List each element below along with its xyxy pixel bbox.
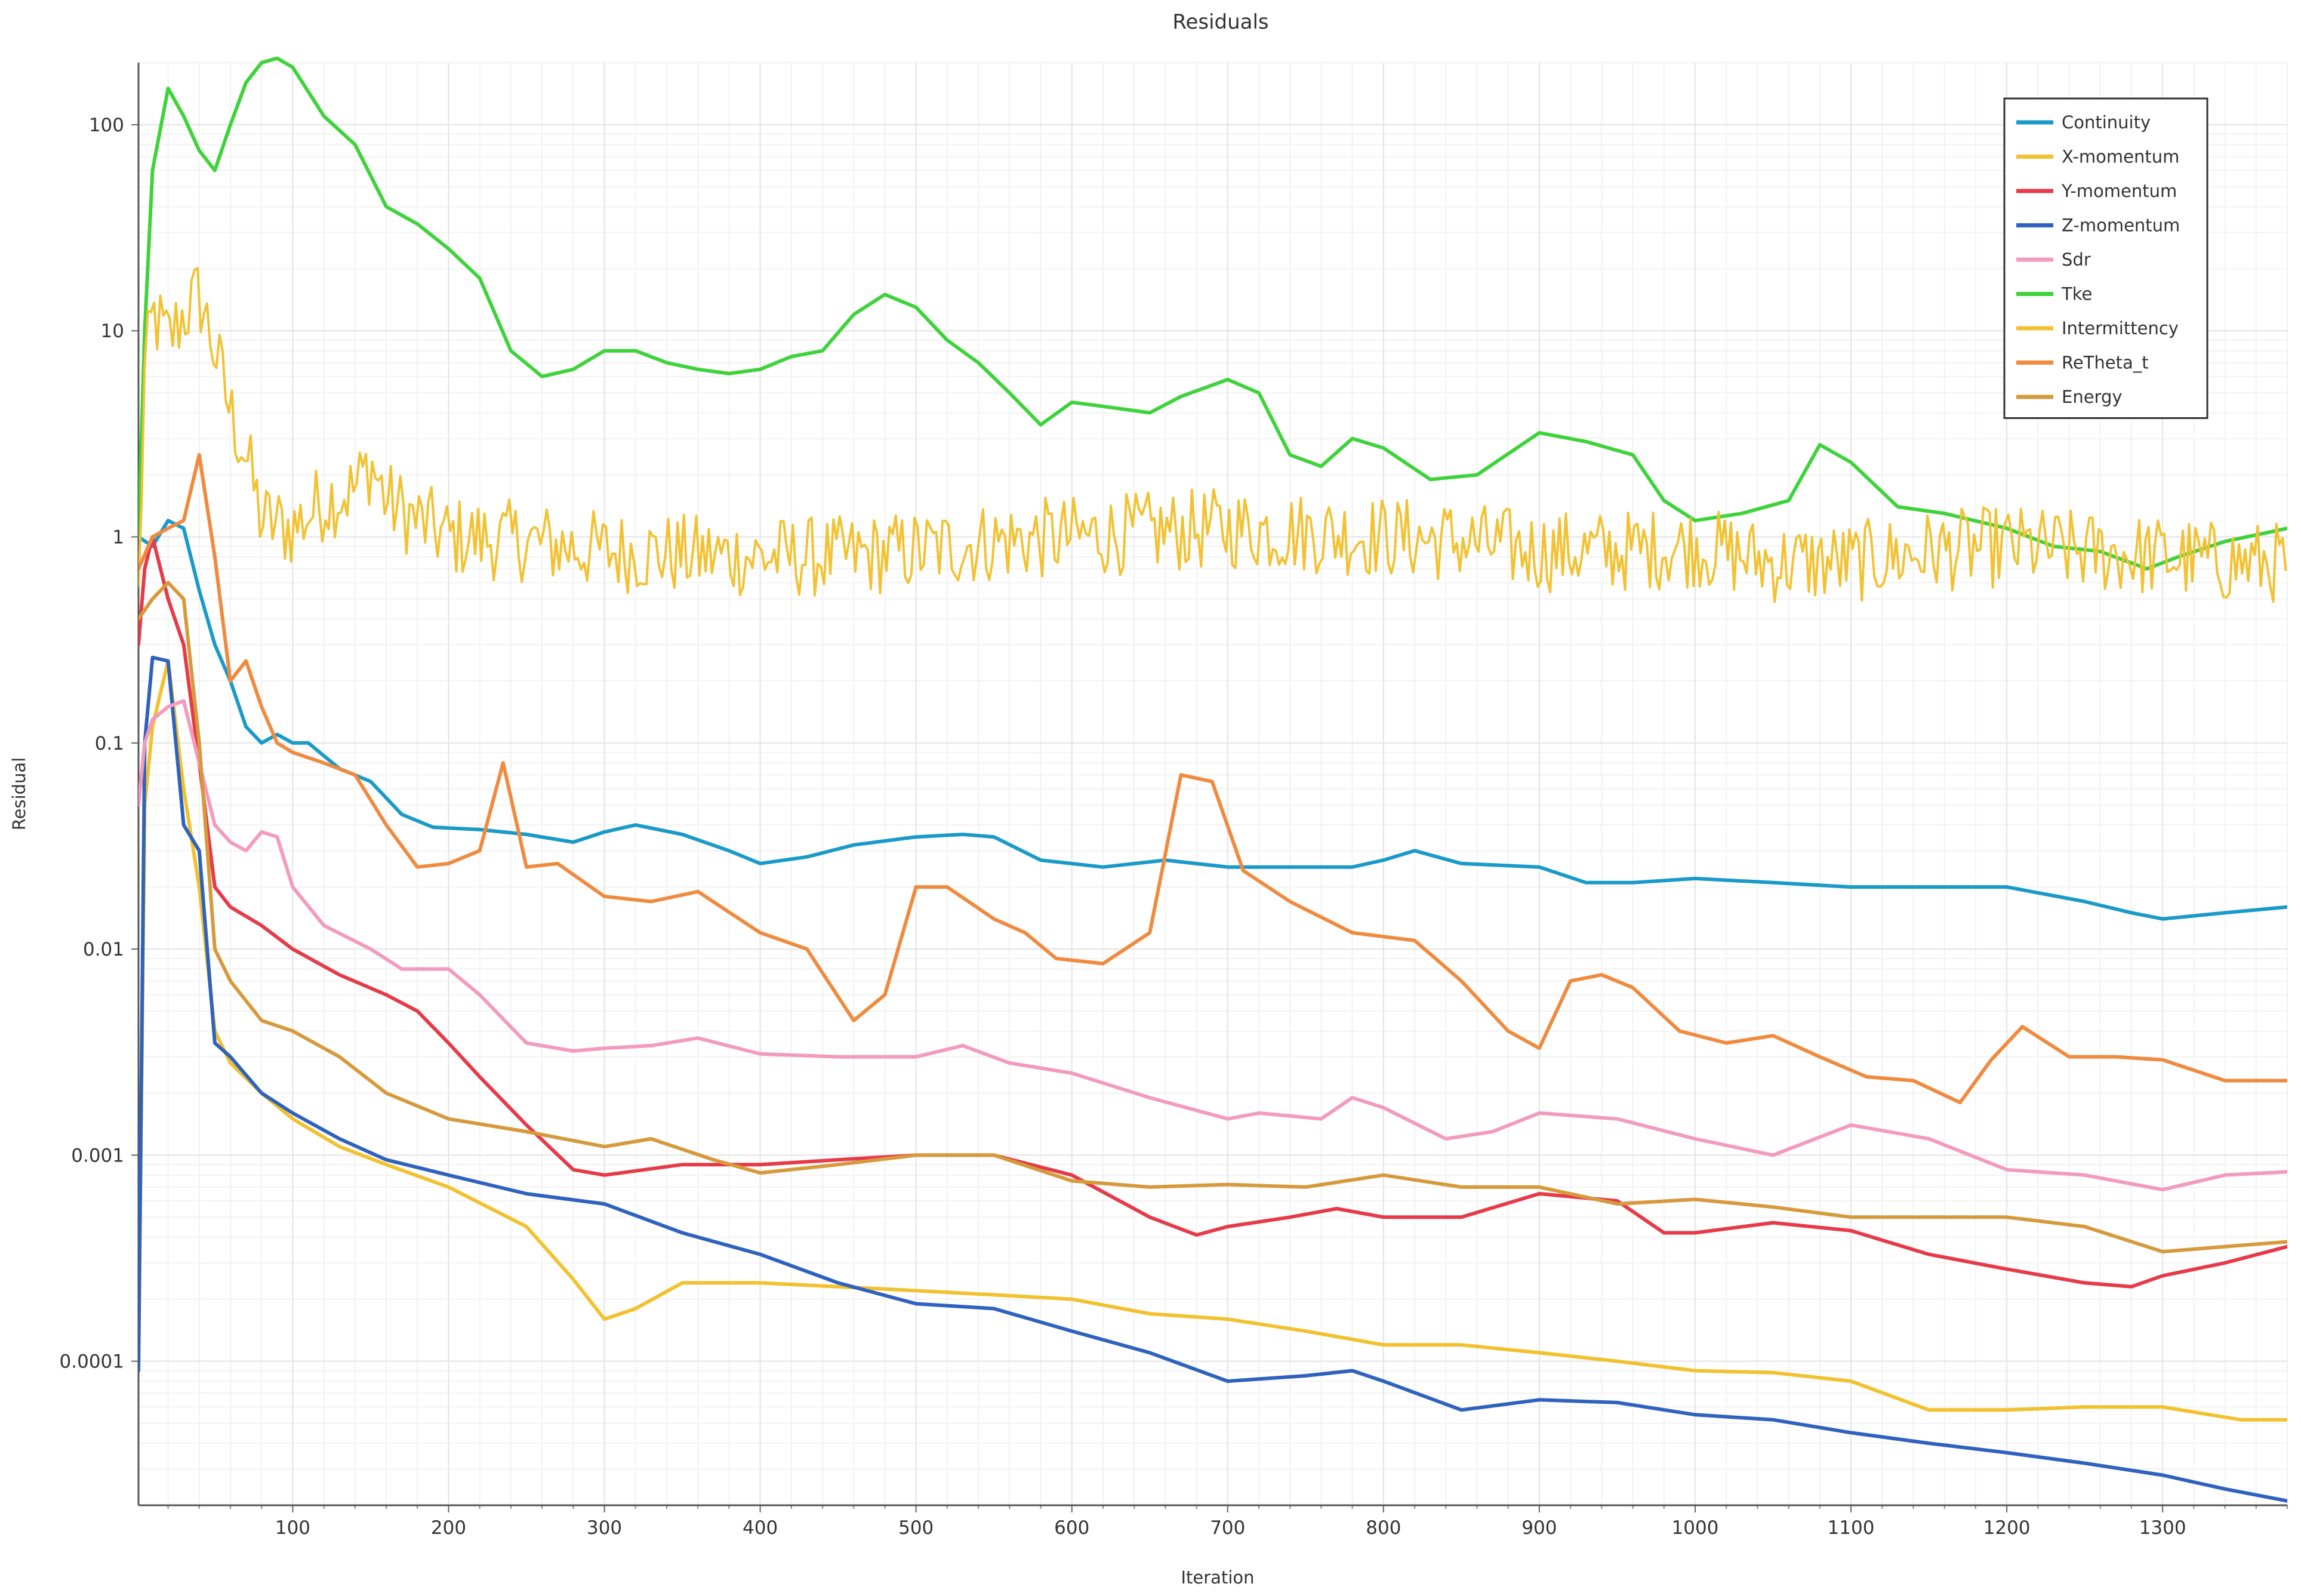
chart-title: Residuals — [1172, 10, 1268, 34]
x-tick-label: 400 — [743, 1517, 778, 1539]
x-tick-label: 600 — [1054, 1517, 1089, 1539]
series-line-z-momentum — [138, 655, 2287, 1503]
x-tick-label: 200 — [431, 1517, 466, 1539]
y-tick-label: 100 — [89, 115, 124, 136]
series-line-energy — [138, 581, 2287, 1254]
x-tick-label: 100 — [275, 1517, 310, 1539]
legend-label: Continuity — [2062, 112, 2151, 133]
x-tick-label: 300 — [587, 1517, 622, 1539]
legend-label: Energy — [2062, 387, 2123, 407]
legend-label: X-momentum — [2062, 147, 2179, 167]
y-tick-label: 0.1 — [95, 733, 124, 754]
x-tick-label: 700 — [1210, 1517, 1245, 1539]
x-tick-label: 1000 — [1672, 1517, 1719, 1539]
y-tick-label: 0.0001 — [60, 1351, 124, 1373]
series-line-sdr — [138, 699, 2287, 1192]
series-line-intermittency — [138, 267, 2287, 603]
series-layer — [138, 56, 2287, 1503]
x-tick-label: 800 — [1366, 1517, 1401, 1539]
chart-legend: Continuity X-momentum Y-momentum Z-momentum… — [2003, 97, 2208, 419]
series-line-retheta-t — [138, 453, 2287, 1105]
y-tick-label: 10 — [101, 321, 124, 342]
legend-label: Sdr — [2062, 249, 2091, 270]
x-tick-label: 1100 — [1828, 1517, 1875, 1539]
x-tick-label: 900 — [1521, 1517, 1557, 1539]
legend-label: Z-momentum — [2062, 215, 2180, 236]
grid-layer — [138, 62, 2288, 1506]
x-tick-label: 1300 — [2139, 1517, 2186, 1539]
legend-label: Intermittency — [2062, 318, 2179, 338]
y-tick-label: 0.001 — [71, 1145, 124, 1166]
series-line-tke — [138, 56, 2287, 571]
y-tick-label: 1 — [112, 527, 124, 549]
legend-label: Y-momentum — [2061, 181, 2177, 201]
x-axis-label: Iteration — [1181, 1567, 1254, 1588]
x-tick-label: 1200 — [1983, 1517, 2031, 1539]
series-line-x-momentum — [138, 659, 2287, 1422]
series-line-continuity — [138, 519, 2287, 921]
y-tick-label: 0.01 — [83, 939, 124, 960]
legend-label: ReTheta_t — [2062, 353, 2149, 373]
legend-label: Tke — [2061, 284, 2092, 304]
y-axis-label: Residual — [9, 757, 29, 830]
x-tick-label: 500 — [898, 1517, 934, 1539]
